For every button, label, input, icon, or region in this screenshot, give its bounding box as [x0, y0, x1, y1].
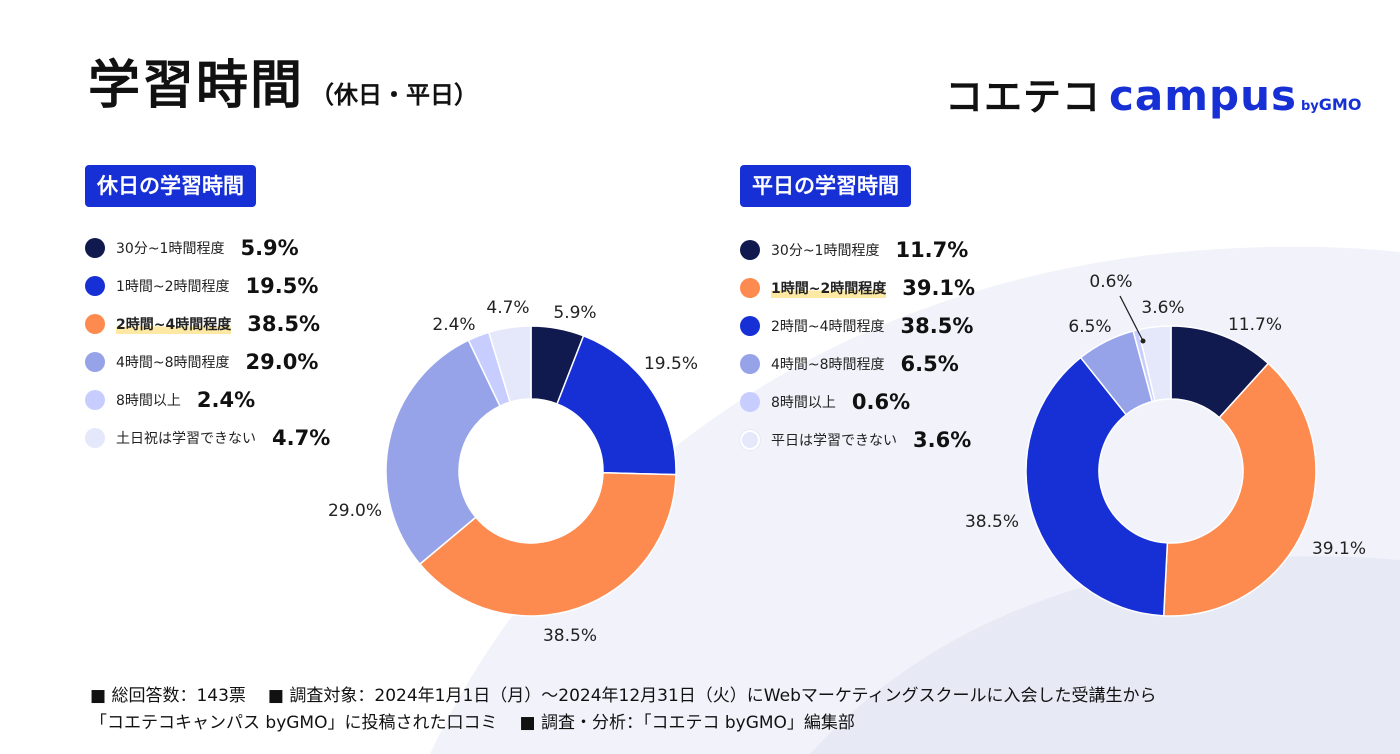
legend-dot-icon [740, 354, 760, 374]
legend-dot-icon [85, 314, 105, 334]
legend-label: 平日は学習できない [771, 433, 897, 449]
donut-slice [1162, 362, 1317, 617]
legend-value: 19.5% [245, 274, 319, 298]
logo-by-text: by [1300, 99, 1319, 114]
legend-value: 3.6% [913, 428, 972, 452]
legend-dot-icon [740, 240, 760, 260]
footer-editor: ■ 調査・分析：「コエテコ byGMO」編集部 [519, 713, 855, 733]
legend-item: 8時間以上 0.6% [740, 383, 975, 421]
legend-label: 8時間以上 [771, 395, 836, 411]
page-subtitle: （休日・平日） [310, 81, 479, 109]
legend-value: 39.1% [902, 276, 976, 300]
brand-logo: コエテコ campus byGMO [945, 66, 1361, 121]
legend-item: 30分~1時間程度 5.9% [85, 229, 330, 267]
legend-label-highlighted: 2時間~4時間程度 [116, 314, 232, 334]
weekday-donut-chart: 11.7%39.1%38.5%6.5%0.6%3.6% [965, 272, 1366, 617]
holiday-section-title: 休日の学習時間 [85, 165, 256, 207]
legend-item: 30分~1時間程度 11.7% [740, 231, 975, 269]
legend-item: 平日は学習できない 3.6% [740, 421, 975, 459]
weekday-section-title: 平日の学習時間 [740, 165, 911, 207]
footer-source: 「コエテコキャンパス byGMO」に投稿された口コミ [90, 713, 498, 733]
legend-label: 4時間~8時間程度 [771, 357, 885, 373]
legend-dot-icon [740, 278, 760, 298]
legend-value: 11.7% [895, 238, 969, 262]
legend-label-highlighted: 1時間~2時間程度 [771, 278, 887, 298]
legend-item: 4時間~8時間程度 29.0% [85, 343, 330, 381]
footer-survey-target: ■ 調査対象：2024年1月1日（月）～2024年12月31日（火）にWebマー… [267, 686, 1157, 706]
legend-label: 1時間~2時間程度 [116, 279, 230, 295]
legend-label: 土日祝は学習できない [116, 431, 256, 447]
legend-value: 29.0% [245, 350, 319, 374]
donut-slice [487, 325, 532, 404]
donut-slice [556, 334, 677, 476]
legend-value: 6.5% [900, 352, 959, 376]
logo-bygmo: byGMO [1301, 95, 1361, 114]
logo-main-text: コエテコ [945, 75, 1102, 119]
donut-slice [418, 472, 677, 617]
legend-label: 30分~1時間程度 [116, 241, 225, 257]
legend-value: 0.6% [851, 390, 911, 414]
footer-notes: ■ 総回答数：143票 ■ 調査対象：2024年1月1日（月）～2024年12月3… [90, 683, 1157, 737]
weekday-legend: 30分~1時間程度 11.7% 1時間~2時間程度 39.1% 2時間~4時間程度 3… [740, 231, 975, 459]
donut-slice [385, 339, 501, 566]
legend-item: 2時間~4時間程度 38.5% [85, 305, 330, 343]
legend-value: 2.4% [196, 388, 256, 412]
legend-item: 2時間~4時間程度 38.5% [740, 307, 975, 345]
holiday-legend: 30分~1時間程度 5.9% 1時間~2時間程度 19.5% 2時間~4時間程度 38… [85, 229, 330, 457]
legend-value: 4.7% [272, 426, 331, 450]
legend-label: 30分~1時間程度 [771, 243, 880, 259]
legend-dot-icon [740, 316, 760, 336]
donut-slice [1137, 325, 1172, 402]
footer-respondents: ■ 総回答数：143票 [90, 686, 246, 706]
legend-dot-icon [85, 352, 105, 372]
legend-value: 5.9% [240, 236, 299, 260]
page-title-text: 学習時間 [88, 56, 305, 116]
logo-campus-text: campus [1109, 71, 1297, 120]
legend-label: 2時間~4時間程度 [771, 319, 885, 335]
legend-item: 1時間~2時間程度 19.5% [85, 267, 330, 305]
page-title: 学習時間 （休日・平日） [88, 56, 479, 116]
donut-slice [1025, 356, 1169, 617]
legend-dot-icon [740, 392, 760, 412]
legend-value: 38.5% [247, 312, 321, 336]
legend-item: 土日祝は学習できない 4.7% [85, 419, 330, 457]
legend-dot-icon [85, 276, 105, 296]
legend-item: 1時間~2時間程度 39.1% [740, 269, 975, 307]
legend-label: 8時間以上 [116, 393, 181, 409]
legend-item: 8時間以上 2.4% [85, 381, 330, 419]
legend-item: 4時間~8時間程度 6.5% [740, 345, 975, 383]
legend-dot-icon [85, 428, 105, 448]
legend-dot-icon [85, 238, 105, 258]
legend-dot-icon [85, 390, 105, 410]
legend-dot-icon [740, 430, 760, 450]
legend-label: 4時間~8時間程度 [116, 355, 230, 371]
logo-gmo-text: GMO [1318, 95, 1362, 114]
footer-line-2: 「コエテコキャンパス byGMO」に投稿された口コミ ■ 調査・分析：「コエテコ … [90, 710, 1157, 737]
legend-value: 38.5% [900, 314, 974, 338]
footer-line-1: ■ 総回答数：143票 ■ 調査対象：2024年1月1日（月）～2024年12月3… [90, 683, 1157, 710]
